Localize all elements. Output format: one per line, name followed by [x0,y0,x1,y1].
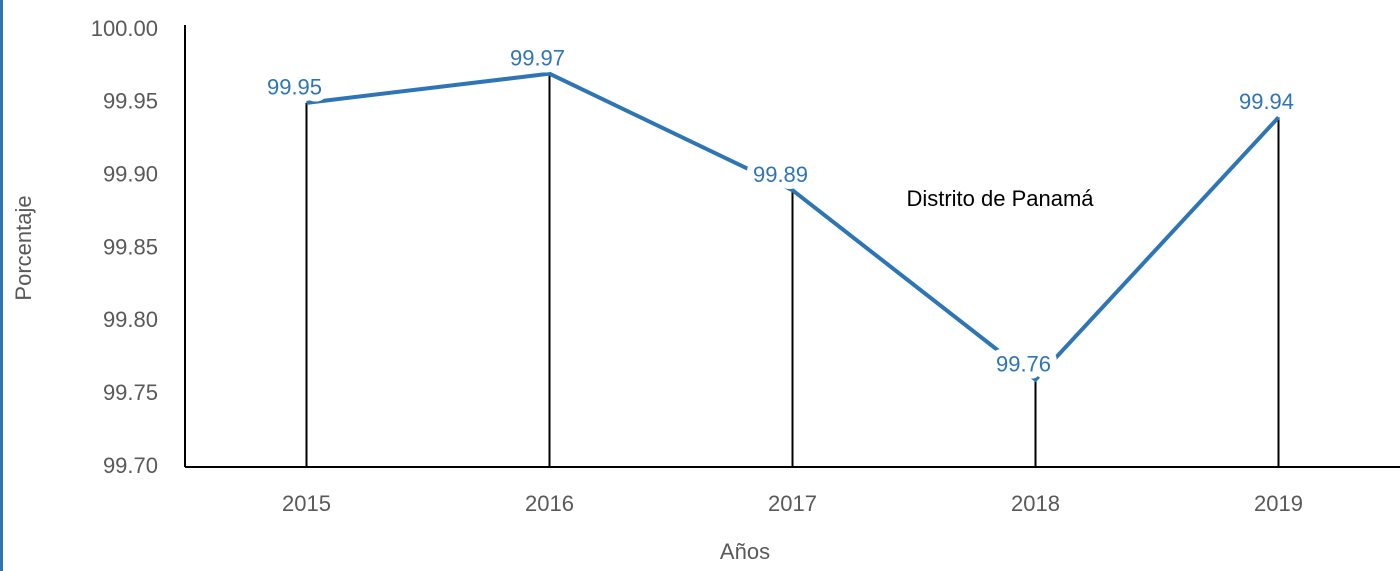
x-tick-label: 2016 [525,491,574,516]
y-axis-title: Porcentaje [11,195,36,300]
data-label: 99.97 [510,46,565,71]
x-tick-label: 2018 [1011,491,1060,516]
data-label: 99.95 [267,75,322,100]
x-axis-title: Años [720,539,770,564]
y-tick-label: 100.00 [91,16,158,41]
page-border [0,0,3,571]
y-tick-label: 99.90 [103,161,158,186]
data-label: 99.76 [996,351,1051,376]
x-tick-label: 2015 [282,491,331,516]
data-label: 99.89 [753,162,808,187]
x-tick-label: 2017 [768,491,817,516]
annotation: Distrito de Panamá [906,186,1094,211]
line-series [306,71,1280,383]
y-tick-label: 99.75 [103,380,158,405]
y-tick-label: 99.80 [103,307,158,332]
y-tick-label: 99.85 [103,234,158,259]
y-tick-label: 99.95 [103,89,158,114]
data-label: 99.94 [1239,89,1294,114]
x-tick-label: 2019 [1254,491,1303,516]
y-tick-label: 99.70 [103,453,158,478]
